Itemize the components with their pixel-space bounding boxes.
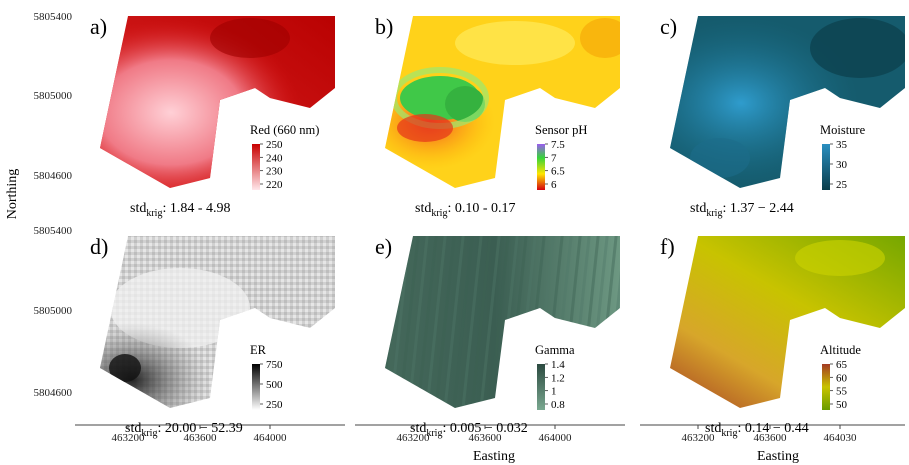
legend-title: Red (660 nm) bbox=[250, 123, 319, 137]
field-raster bbox=[385, 16, 620, 188]
easting-tick: 463600 bbox=[754, 432, 788, 444]
legend-tick: 250 bbox=[266, 399, 283, 411]
legend-tick: 500 bbox=[266, 379, 283, 391]
legend-tick: 60 bbox=[836, 372, 848, 384]
legend-tick: 250 bbox=[266, 139, 283, 151]
legend-tick: 65 bbox=[836, 359, 848, 371]
panel-label: e) bbox=[375, 234, 392, 259]
x-axis-title-right: Easting bbox=[757, 449, 799, 464]
legend-colorbar bbox=[252, 364, 260, 410]
legend-tick: 1 bbox=[551, 386, 557, 398]
easting-tick: 464000 bbox=[539, 432, 573, 444]
northing-ticks-bottom: 5805400 5805000 5804600 bbox=[34, 225, 73, 399]
legend-colorbar bbox=[252, 144, 260, 190]
panel-label: c) bbox=[660, 14, 677, 39]
legend-colorbar bbox=[822, 144, 830, 190]
legend-tick: 1.2 bbox=[551, 372, 565, 384]
legend-title: Gamma bbox=[535, 343, 575, 357]
x-axis-title-center: Easting bbox=[473, 449, 515, 464]
legend-tick: 7.5 bbox=[551, 139, 565, 151]
std-krig-label: stdkrig: 1.37 − 2.44 bbox=[690, 201, 794, 219]
std-krig-label: stdkrig: 1.84 - 4.98 bbox=[130, 201, 231, 219]
field-raster bbox=[670, 236, 905, 408]
field-raster bbox=[100, 16, 335, 188]
legend-tick: 35 bbox=[836, 139, 848, 151]
legend-tick: 750 bbox=[266, 359, 283, 371]
panel-label: a) bbox=[90, 14, 107, 39]
map-panel-c: c) Moisture 35 30 25 stdkrig: 1.37 − 2.44 bbox=[660, 14, 905, 219]
legend-tick: 220 bbox=[266, 179, 283, 191]
legend-title: Altitude bbox=[820, 343, 861, 357]
panel-label: d) bbox=[90, 234, 108, 259]
easting-tick: 463200 bbox=[682, 432, 716, 444]
legend-colorbar bbox=[537, 364, 545, 410]
easting-tick: 463200 bbox=[112, 432, 146, 444]
northing-tick: 5804600 bbox=[34, 170, 73, 182]
legend-tick: 230 bbox=[266, 166, 283, 178]
northing-tick: 5805400 bbox=[34, 225, 73, 237]
legend: Gamma 1.41.2 10.8 bbox=[535, 343, 575, 411]
legend-tick: 25 bbox=[836, 179, 848, 191]
easting-tick: 464000 bbox=[254, 432, 288, 444]
legend-colorbar bbox=[822, 364, 830, 410]
legend-colorbar bbox=[537, 144, 545, 190]
legend: Sensor pH 7.57 6.56 bbox=[535, 123, 587, 191]
panel-label: f) bbox=[660, 234, 675, 259]
northing-tick: 5804600 bbox=[34, 387, 73, 399]
legend: ER 750 500 250 bbox=[250, 343, 283, 411]
easting-tick: 463200 bbox=[397, 432, 431, 444]
map-panel-b: b) Sensor pH 7.57 6.56 stdkrig: 0.10 - 0.17 bbox=[375, 14, 620, 219]
legend-tick: 1.4 bbox=[551, 359, 565, 371]
std-krig-label: stdkrig: 0.14 − 0.44 bbox=[705, 421, 809, 439]
legend-title: Moisture bbox=[820, 123, 866, 137]
easting-tick: 463600 bbox=[469, 432, 503, 444]
field-raster bbox=[670, 16, 905, 188]
legend-tick: 6 bbox=[551, 179, 557, 191]
northing-tick: 5805400 bbox=[34, 11, 73, 23]
legend-title: Sensor pH bbox=[535, 123, 587, 137]
northing-tick: 5805000 bbox=[34, 90, 73, 102]
legend-tick: 240 bbox=[266, 152, 283, 164]
legend-tick: 6.5 bbox=[551, 166, 565, 178]
legend: Moisture 35 30 25 bbox=[820, 123, 866, 191]
panel-label: b) bbox=[375, 14, 393, 39]
legend-tick: 0.8 bbox=[551, 399, 565, 411]
legend-title: ER bbox=[250, 343, 267, 357]
legend-tick: 7 bbox=[551, 152, 557, 164]
easting-tick: 464030 bbox=[824, 432, 858, 444]
legend-tick: 55 bbox=[836, 386, 848, 398]
legend-tick: 50 bbox=[836, 399, 848, 411]
legend-tick: 30 bbox=[836, 159, 848, 171]
easting-tick: 463600 bbox=[184, 432, 218, 444]
y-axis-title: Northing bbox=[5, 169, 20, 220]
northing-ticks-top: 5805400 5805000 5804600 bbox=[34, 11, 73, 182]
std-krig-label: stdkrig: 0.10 - 0.17 bbox=[415, 201, 516, 219]
field-raster bbox=[100, 236, 335, 408]
northing-tick: 5805000 bbox=[34, 305, 73, 317]
